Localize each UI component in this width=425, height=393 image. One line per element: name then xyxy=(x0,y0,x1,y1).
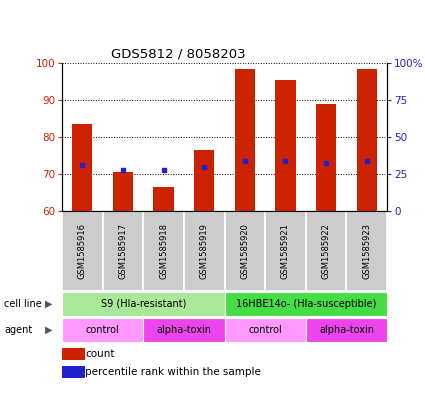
Bar xyxy=(62,366,85,378)
Bar xyxy=(62,348,85,360)
Text: count: count xyxy=(85,349,115,359)
Bar xyxy=(224,211,265,291)
Text: cell line: cell line xyxy=(4,299,42,309)
Text: GDS5812 / 8058203: GDS5812 / 8058203 xyxy=(111,48,245,61)
Text: GSM1585919: GSM1585919 xyxy=(200,223,209,279)
Text: alpha-toxin: alpha-toxin xyxy=(319,325,374,335)
Bar xyxy=(72,124,93,211)
Bar xyxy=(194,150,214,211)
Text: GSM1585921: GSM1585921 xyxy=(281,223,290,279)
Bar xyxy=(306,211,346,291)
Text: control: control xyxy=(248,325,282,335)
Bar xyxy=(265,211,306,291)
Bar xyxy=(62,292,224,316)
Bar xyxy=(62,318,143,342)
Text: GSM1585917: GSM1585917 xyxy=(119,223,128,279)
Bar xyxy=(153,187,174,211)
Bar xyxy=(113,172,133,211)
Text: S9 (Hla-resistant): S9 (Hla-resistant) xyxy=(101,299,186,309)
Text: alpha-toxin: alpha-toxin xyxy=(156,325,211,335)
Bar xyxy=(357,68,377,211)
Text: percentile rank within the sample: percentile rank within the sample xyxy=(85,367,261,377)
Bar xyxy=(102,211,143,291)
Text: control: control xyxy=(86,325,119,335)
Bar xyxy=(184,211,224,291)
Bar xyxy=(224,292,387,316)
Text: GSM1585923: GSM1585923 xyxy=(362,223,371,279)
Bar xyxy=(143,211,184,291)
Text: GSM1585920: GSM1585920 xyxy=(240,223,249,279)
Text: agent: agent xyxy=(4,325,32,335)
Text: ▶: ▶ xyxy=(45,325,53,335)
Bar xyxy=(316,104,336,211)
Bar xyxy=(62,211,102,291)
Text: GSM1585916: GSM1585916 xyxy=(78,223,87,279)
Bar xyxy=(306,318,387,342)
Text: ▶: ▶ xyxy=(45,299,53,309)
Bar xyxy=(275,80,296,211)
Bar xyxy=(346,211,387,291)
Text: 16HBE14o- (Hla-susceptible): 16HBE14o- (Hla-susceptible) xyxy=(235,299,376,309)
Bar xyxy=(235,68,255,211)
Bar xyxy=(224,318,306,342)
Text: GSM1585922: GSM1585922 xyxy=(322,223,331,279)
Bar xyxy=(143,318,224,342)
Text: GSM1585918: GSM1585918 xyxy=(159,223,168,279)
